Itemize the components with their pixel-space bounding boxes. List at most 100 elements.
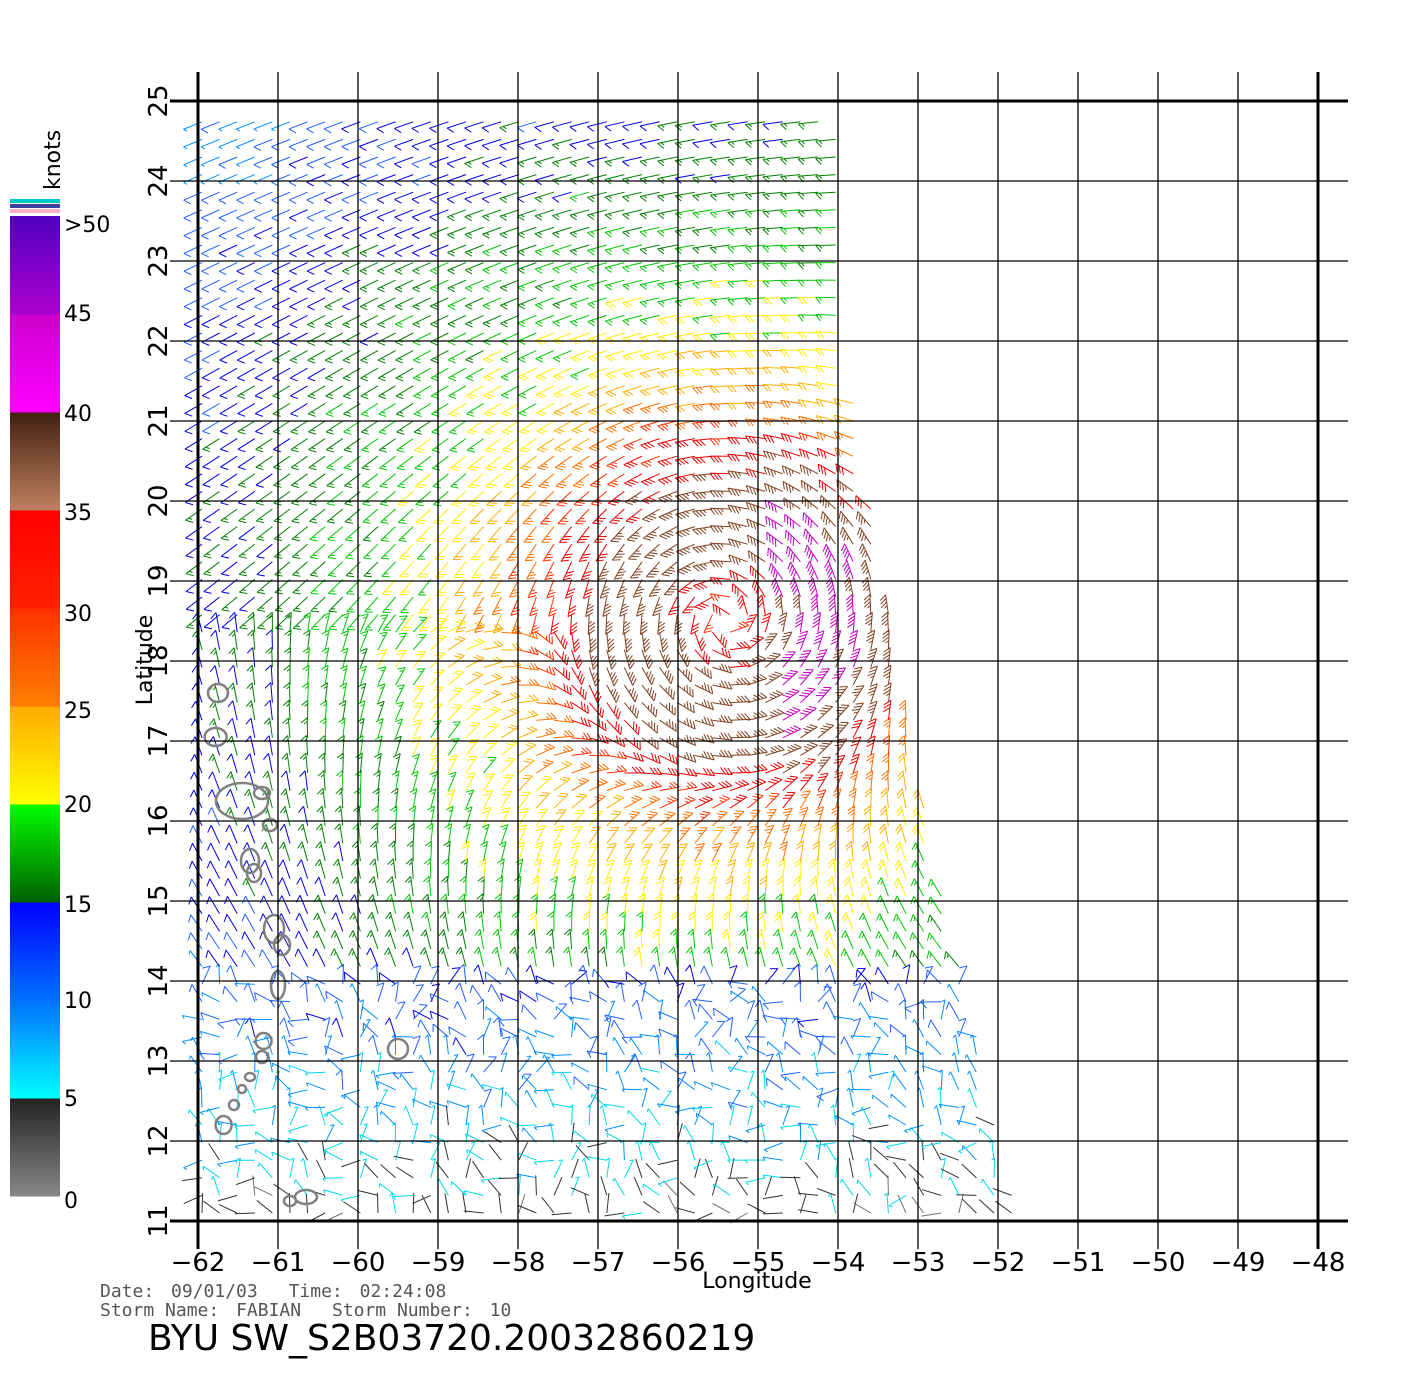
wind-barb [398,543,414,560]
wind-barb [444,823,453,844]
wind-barb [283,682,291,703]
wind-barb [782,967,796,985]
wind-barb [738,928,749,950]
wind-barb [843,577,854,598]
wind-barb [382,614,396,631]
wind-barb [323,1189,343,1196]
wind-barb [639,191,660,202]
wind-barb [499,174,519,186]
wind-barb [603,876,613,897]
wind-barb [430,1069,435,1090]
wind-barb [219,420,238,435]
wind-barb [189,843,203,862]
wind-barb [306,262,326,275]
wind-barb [641,752,661,764]
wind-barb [835,463,854,476]
wind-barb [500,314,519,328]
wind-barb [751,579,766,598]
wind-barb [273,455,291,471]
wind-barb [659,632,669,653]
wind-barb [449,438,467,453]
wind-barb [187,932,203,950]
wind-barb [411,209,431,222]
wind-barb [464,191,484,204]
wind-barb [694,795,713,809]
wind-barb [271,121,291,132]
wind-barb [205,949,221,967]
storm-name-label: Storm Name: [100,1300,219,1321]
wind-barb [237,420,256,435]
wind-barb [535,350,555,363]
wind-barb [798,432,819,442]
wind-barb [828,594,837,615]
wind-barb [432,455,449,471]
wind-barb [235,121,255,132]
wind-barb [657,138,678,149]
wind-barb [762,1001,783,1010]
wind-barb [306,209,326,222]
wind-barb [552,332,572,345]
wind-barb [412,1009,432,1020]
wind-barb [806,947,819,967]
wind-barb [381,561,396,578]
wind-barb [940,1157,946,1178]
wind-barb [325,420,344,435]
longitude-tick-label: −52 [971,1248,1026,1278]
wind-barb [739,911,749,932]
wind-barb [457,911,467,932]
wind-barb [850,1088,871,1093]
wind-barb [632,579,645,598]
wind-barb [203,543,220,559]
wind-barb [780,399,801,409]
wind-barb [812,840,820,862]
wind-barb [429,754,439,774]
wind-barb [639,297,660,308]
wind-barb [486,491,502,507]
wind-barb [582,911,591,932]
wind-barb [604,279,625,291]
wind-barb [399,579,414,596]
wind-barb [348,930,361,950]
wind-barb [412,244,431,257]
wind-barb [437,614,449,633]
wind-barb [518,807,530,827]
wind-barb [694,666,712,679]
info-block: Date: 09/01/03 Time: 02:24:08 Storm Name… [100,1281,755,1359]
wind-barb [727,209,748,219]
wind-barb [694,682,714,695]
wind-barb [500,724,519,739]
wind-barb [709,314,731,324]
wind-barb [447,754,459,774]
wind-barb [436,596,449,614]
wind-barb [744,858,753,879]
wind-barb [521,1004,537,1020]
wind-barb [832,788,842,809]
wind-barb [606,779,626,792]
wind-barb [600,911,608,932]
wind-barb [728,554,748,566]
wind-barb [641,1087,648,1108]
wind-barb [709,542,731,551]
wind-barb [449,420,467,435]
wind-barb [570,402,590,416]
wind-barb [271,1062,291,1073]
latitude-tick-label: 12 [144,1124,174,1157]
wind-barb [499,1116,519,1126]
wind-barb [330,948,344,967]
wind-barb [765,708,785,721]
wind-barb [261,841,273,862]
wind-barb [847,629,859,650]
wind-barb [516,121,537,133]
wind-barb [412,314,432,328]
wind-barb [429,174,449,186]
wind-barb [810,594,819,615]
wind-barb [419,947,432,967]
wind-barb [504,1091,520,1108]
wind-barb [659,702,676,716]
wind-barb [762,1174,783,1179]
wind-barb [888,1194,907,1208]
wind-barb [430,1141,441,1161]
wind-barb [864,1157,872,1178]
wind-barb [210,629,221,650]
wind-barb [947,984,960,1003]
